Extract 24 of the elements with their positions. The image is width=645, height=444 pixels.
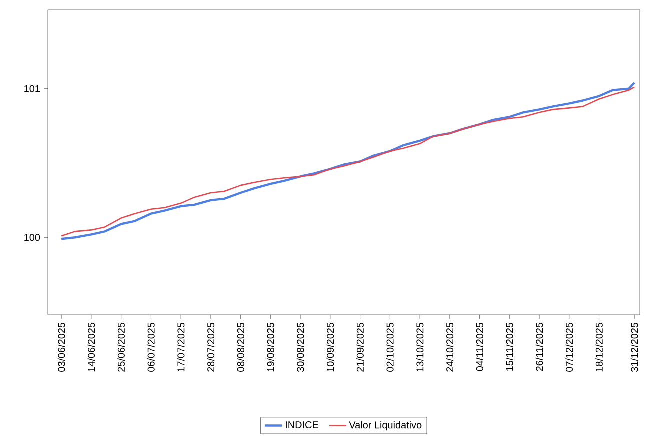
- x-tick-label: 30/08/2025: [296, 322, 304, 372]
- x-tick-label: 24/10/2025: [446, 322, 454, 372]
- x-tick-label: 26/11/2025: [536, 322, 544, 372]
- x-tick-label: 15/11/2025: [506, 322, 514, 371]
- x-tick-label: 04/11/2025: [476, 322, 484, 372]
- x-tick-label: 18/12/2025: [596, 322, 603, 372]
- x-tick-label: 13/10/2025: [416, 322, 424, 372]
- y-tick-label: 101: [24, 85, 40, 92]
- x-tick-label: 31/12/2025: [630, 322, 638, 372]
- x-tick-label: 08/08/2025: [237, 322, 244, 372]
- x-tick-label: 02/10/2025: [386, 322, 394, 372]
- y-tick-label: 100: [24, 234, 40, 242]
- x-tick-label: 03/06/2025: [58, 322, 66, 372]
- x-tick-label: 21/09/2025: [356, 322, 364, 372]
- x-tick-label: 25/06/2025: [118, 322, 125, 372]
- x-tick-label: 06/07/2025: [148, 322, 155, 372]
- x-tick-label: 17/07/2025: [177, 322, 185, 372]
- legend-label: INDICE: [286, 422, 318, 429]
- x-tick-label: 07/12/2025: [566, 322, 574, 372]
- legend-label: Valor Liquidativo: [349, 421, 422, 431]
- x-tick-label: 28/07/2025: [207, 322, 215, 372]
- x-tick-label: 14/06/2025: [88, 322, 96, 372]
- x-tick-label: 19/08/2025: [267, 322, 274, 372]
- x-tick-label: 10/09/2025: [326, 322, 334, 372]
